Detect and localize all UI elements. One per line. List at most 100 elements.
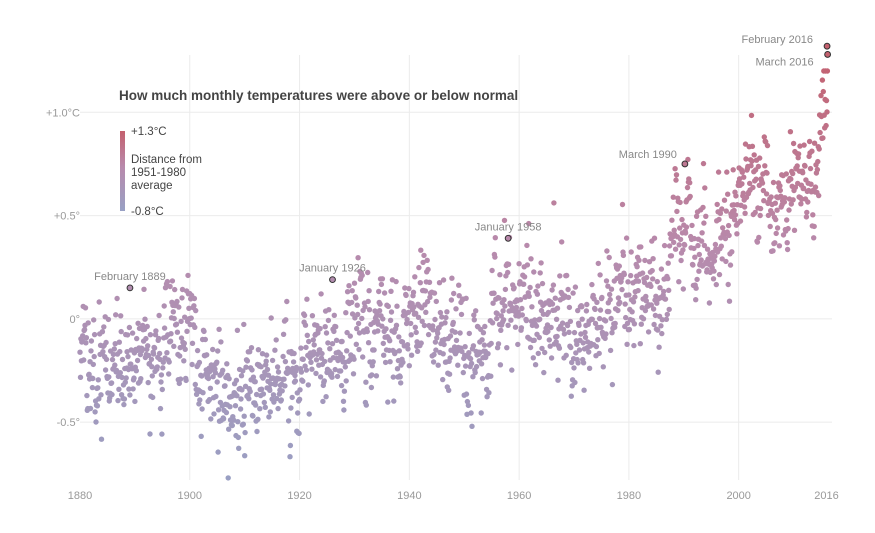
data-point [512, 324, 519, 330]
data-point [339, 354, 346, 361]
data-point [90, 375, 96, 382]
data-point [718, 243, 724, 249]
data-point [752, 209, 758, 216]
data-point [130, 386, 136, 392]
data-point [706, 300, 713, 306]
data-point [593, 343, 600, 350]
data-point [630, 299, 637, 305]
data-point [393, 278, 399, 285]
data-point [288, 405, 294, 411]
data-point [524, 242, 530, 249]
data-point [702, 185, 708, 191]
data-point [502, 286, 509, 293]
data-point [725, 222, 732, 229]
data-point [582, 329, 588, 336]
data-point [115, 397, 121, 404]
data-point [319, 350, 325, 357]
data-point [284, 298, 290, 305]
data-point [197, 397, 203, 403]
data-point [77, 374, 84, 380]
data-point [81, 357, 87, 363]
data-point [390, 374, 396, 380]
data-point [677, 199, 683, 206]
data-point [478, 361, 485, 367]
data-point [433, 347, 439, 353]
data-point [362, 304, 368, 310]
data-point [156, 312, 162, 319]
data-point [794, 163, 800, 169]
data-point [725, 191, 731, 197]
data-point [597, 272, 603, 278]
data-point [237, 406, 244, 412]
data-point [184, 328, 190, 334]
data-point [311, 342, 317, 348]
data-point [261, 399, 267, 406]
data-point [676, 242, 682, 248]
data-point [408, 332, 414, 338]
data-point [767, 223, 773, 230]
data-point [416, 264, 422, 271]
x-tick-label: 1900 [178, 490, 202, 502]
data-point [381, 352, 387, 358]
data-point [603, 331, 609, 337]
data-point [495, 341, 502, 347]
data-point [387, 359, 393, 365]
data-point [363, 379, 369, 385]
data-point [189, 361, 195, 368]
data-point [661, 288, 667, 295]
data-point [241, 413, 247, 419]
data-point [131, 375, 137, 381]
data-point [521, 274, 528, 280]
data-point [504, 345, 510, 351]
data-point [77, 349, 83, 355]
data-point [574, 341, 580, 347]
data-point [191, 303, 197, 309]
data-point [121, 396, 128, 402]
data-point [417, 280, 423, 286]
data-point [711, 268, 717, 274]
data-point [95, 385, 101, 391]
data-point [292, 372, 298, 379]
data-point [96, 299, 102, 305]
data-point [757, 155, 763, 161]
data-point [278, 397, 284, 403]
data-point [814, 166, 821, 173]
data-point [638, 244, 644, 250]
data-point [344, 289, 351, 295]
data-point [824, 68, 831, 74]
data-point [471, 312, 477, 318]
data-point [291, 350, 297, 357]
data-point [548, 355, 555, 361]
data-point [625, 279, 631, 285]
data-point [123, 375, 129, 381]
legend-color-bar [120, 131, 125, 211]
data-point [666, 243, 673, 249]
data-point [617, 299, 623, 306]
data-point [298, 369, 305, 375]
data-point [785, 225, 791, 232]
data-point [371, 347, 377, 353]
data-point [214, 379, 220, 385]
data-point [172, 286, 178, 293]
data-point [439, 314, 445, 320]
data-point [166, 371, 172, 377]
data-point [621, 271, 627, 278]
data-point [282, 383, 288, 389]
data-point [164, 278, 171, 285]
data-point [394, 366, 401, 372]
data-point [628, 272, 634, 279]
data-point [393, 322, 400, 328]
data-point [279, 388, 285, 394]
data-point [192, 381, 198, 388]
data-point [412, 324, 418, 330]
data-point [160, 365, 166, 371]
legend-max-label: +1.3°C [131, 126, 167, 138]
data-point [359, 272, 365, 279]
data-point [549, 287, 555, 293]
data-point [255, 347, 262, 353]
data-point [210, 374, 216, 380]
data-point [773, 230, 779, 237]
data-point [579, 316, 585, 322]
data-point [459, 348, 465, 355]
data-point [607, 291, 613, 298]
